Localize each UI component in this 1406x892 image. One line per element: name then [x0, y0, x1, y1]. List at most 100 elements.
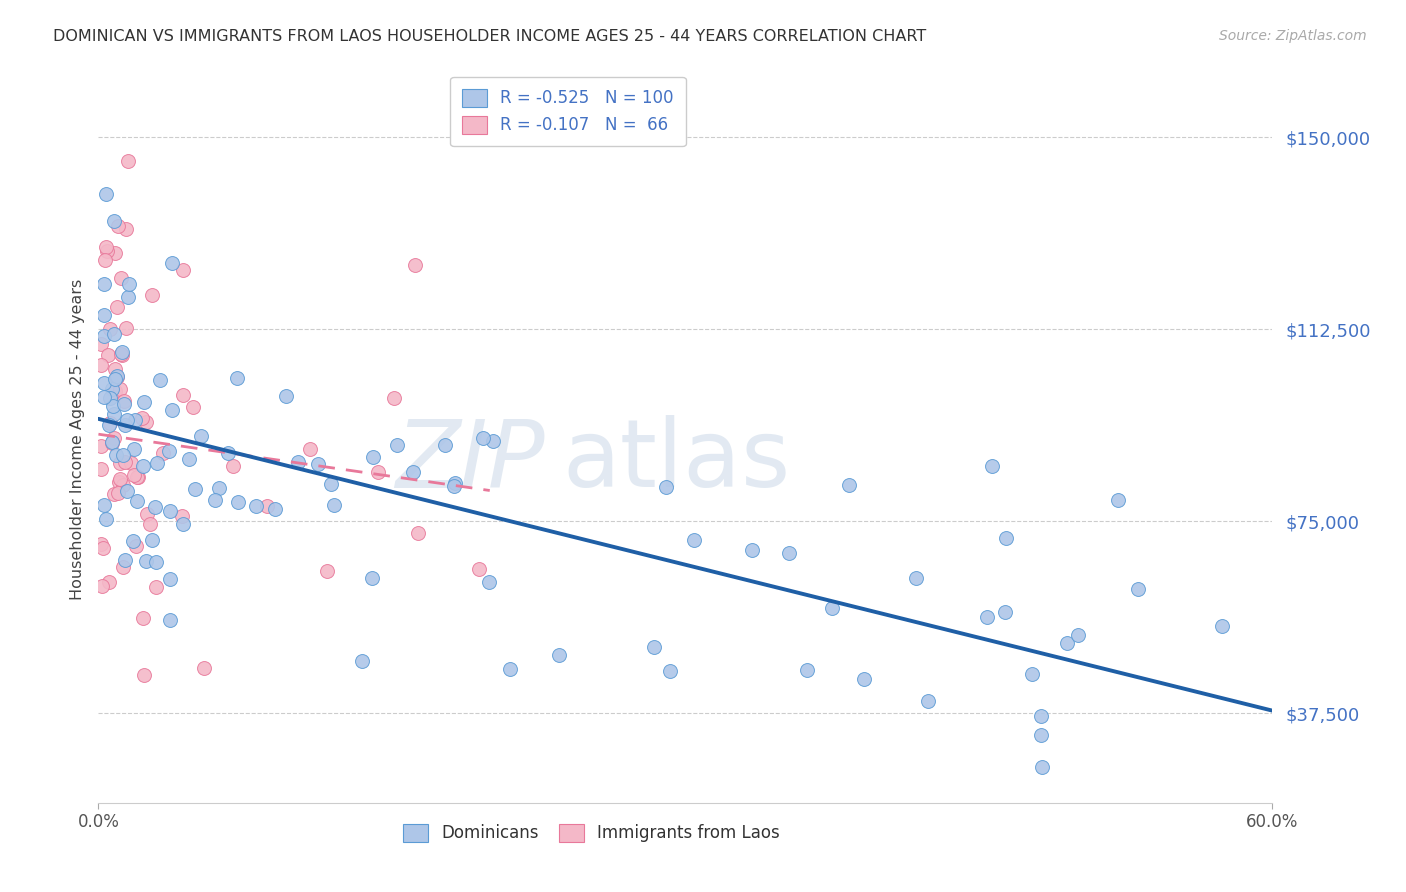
Point [96, 244, 118, 258]
Point [98, 391, 121, 405]
Point [132, 395, 155, 409]
Point [360, 571, 382, 585]
Point [101, 400, 124, 414]
Text: ZIP: ZIP [395, 416, 544, 507]
Point [110, 271, 132, 285]
Point [93, 308, 115, 322]
Point [111, 344, 134, 359]
Point [402, 465, 425, 479]
Point [204, 493, 226, 508]
Point [132, 611, 155, 625]
Point [110, 347, 132, 361]
Point [107, 486, 129, 500]
Point [136, 507, 159, 521]
Point [103, 407, 125, 421]
Point [131, 458, 153, 473]
Point [385, 438, 408, 452]
Point [778, 545, 800, 559]
Point [105, 370, 128, 384]
Point [103, 326, 125, 341]
Point [100, 436, 122, 450]
Point [245, 499, 267, 513]
Point [115, 413, 138, 427]
Point [905, 572, 928, 586]
Point [107, 475, 129, 490]
Point [141, 533, 163, 547]
Point [131, 411, 153, 425]
Point [208, 481, 231, 495]
Point [994, 531, 1017, 545]
Point [103, 431, 125, 445]
Point [299, 442, 322, 456]
Point [323, 498, 346, 512]
Point [256, 500, 278, 514]
Point [104, 362, 127, 376]
Point [408, 525, 430, 540]
Point [263, 502, 285, 516]
Point [1031, 760, 1053, 774]
Point [367, 465, 389, 479]
Point [93, 498, 115, 512]
Point [122, 533, 145, 548]
Point [821, 601, 844, 615]
Point [97, 417, 120, 432]
Point [468, 561, 491, 575]
Point [127, 469, 149, 483]
Point [108, 456, 131, 470]
Point [159, 504, 181, 518]
Point [112, 397, 135, 411]
Point [96, 186, 118, 201]
Point [94, 511, 117, 525]
Point [135, 554, 157, 568]
Point [217, 446, 239, 460]
Point [499, 662, 522, 676]
Point [149, 373, 172, 387]
Point [98, 322, 121, 336]
Point [104, 448, 127, 462]
Point [172, 516, 194, 531]
Point [481, 434, 503, 448]
Point [443, 479, 465, 493]
Point [193, 661, 215, 675]
Point [1029, 728, 1052, 742]
Point [1107, 493, 1129, 508]
Point [93, 390, 115, 404]
Point [115, 483, 138, 498]
Point [157, 444, 180, 458]
Point [643, 640, 665, 654]
Point [93, 277, 115, 291]
Point [321, 476, 343, 491]
Point [94, 252, 117, 267]
Point [124, 413, 146, 427]
Point [184, 482, 207, 496]
Point [103, 487, 125, 501]
Point [105, 300, 128, 314]
Point [1211, 619, 1233, 633]
Legend: Dominicans, Immigrants from Laos: Dominicans, Immigrants from Laos [396, 817, 786, 849]
Point [108, 382, 131, 396]
Point [115, 321, 138, 335]
Point [107, 219, 129, 233]
Point [125, 493, 148, 508]
Point [97, 348, 120, 362]
Point [120, 456, 142, 470]
Point [404, 258, 426, 272]
Point [981, 459, 1004, 474]
Point [122, 467, 145, 482]
Point [118, 277, 141, 291]
Point [1056, 635, 1078, 649]
Point [152, 446, 174, 460]
Point [741, 542, 763, 557]
Point [100, 382, 122, 396]
Point [654, 480, 676, 494]
Point [838, 478, 860, 492]
Point [104, 372, 127, 386]
Point [93, 376, 115, 390]
Point [114, 394, 136, 409]
Point [117, 153, 139, 168]
Point [122, 442, 145, 457]
Point [90, 537, 112, 551]
Point [135, 415, 157, 429]
Point [90, 579, 112, 593]
Point [287, 455, 309, 469]
